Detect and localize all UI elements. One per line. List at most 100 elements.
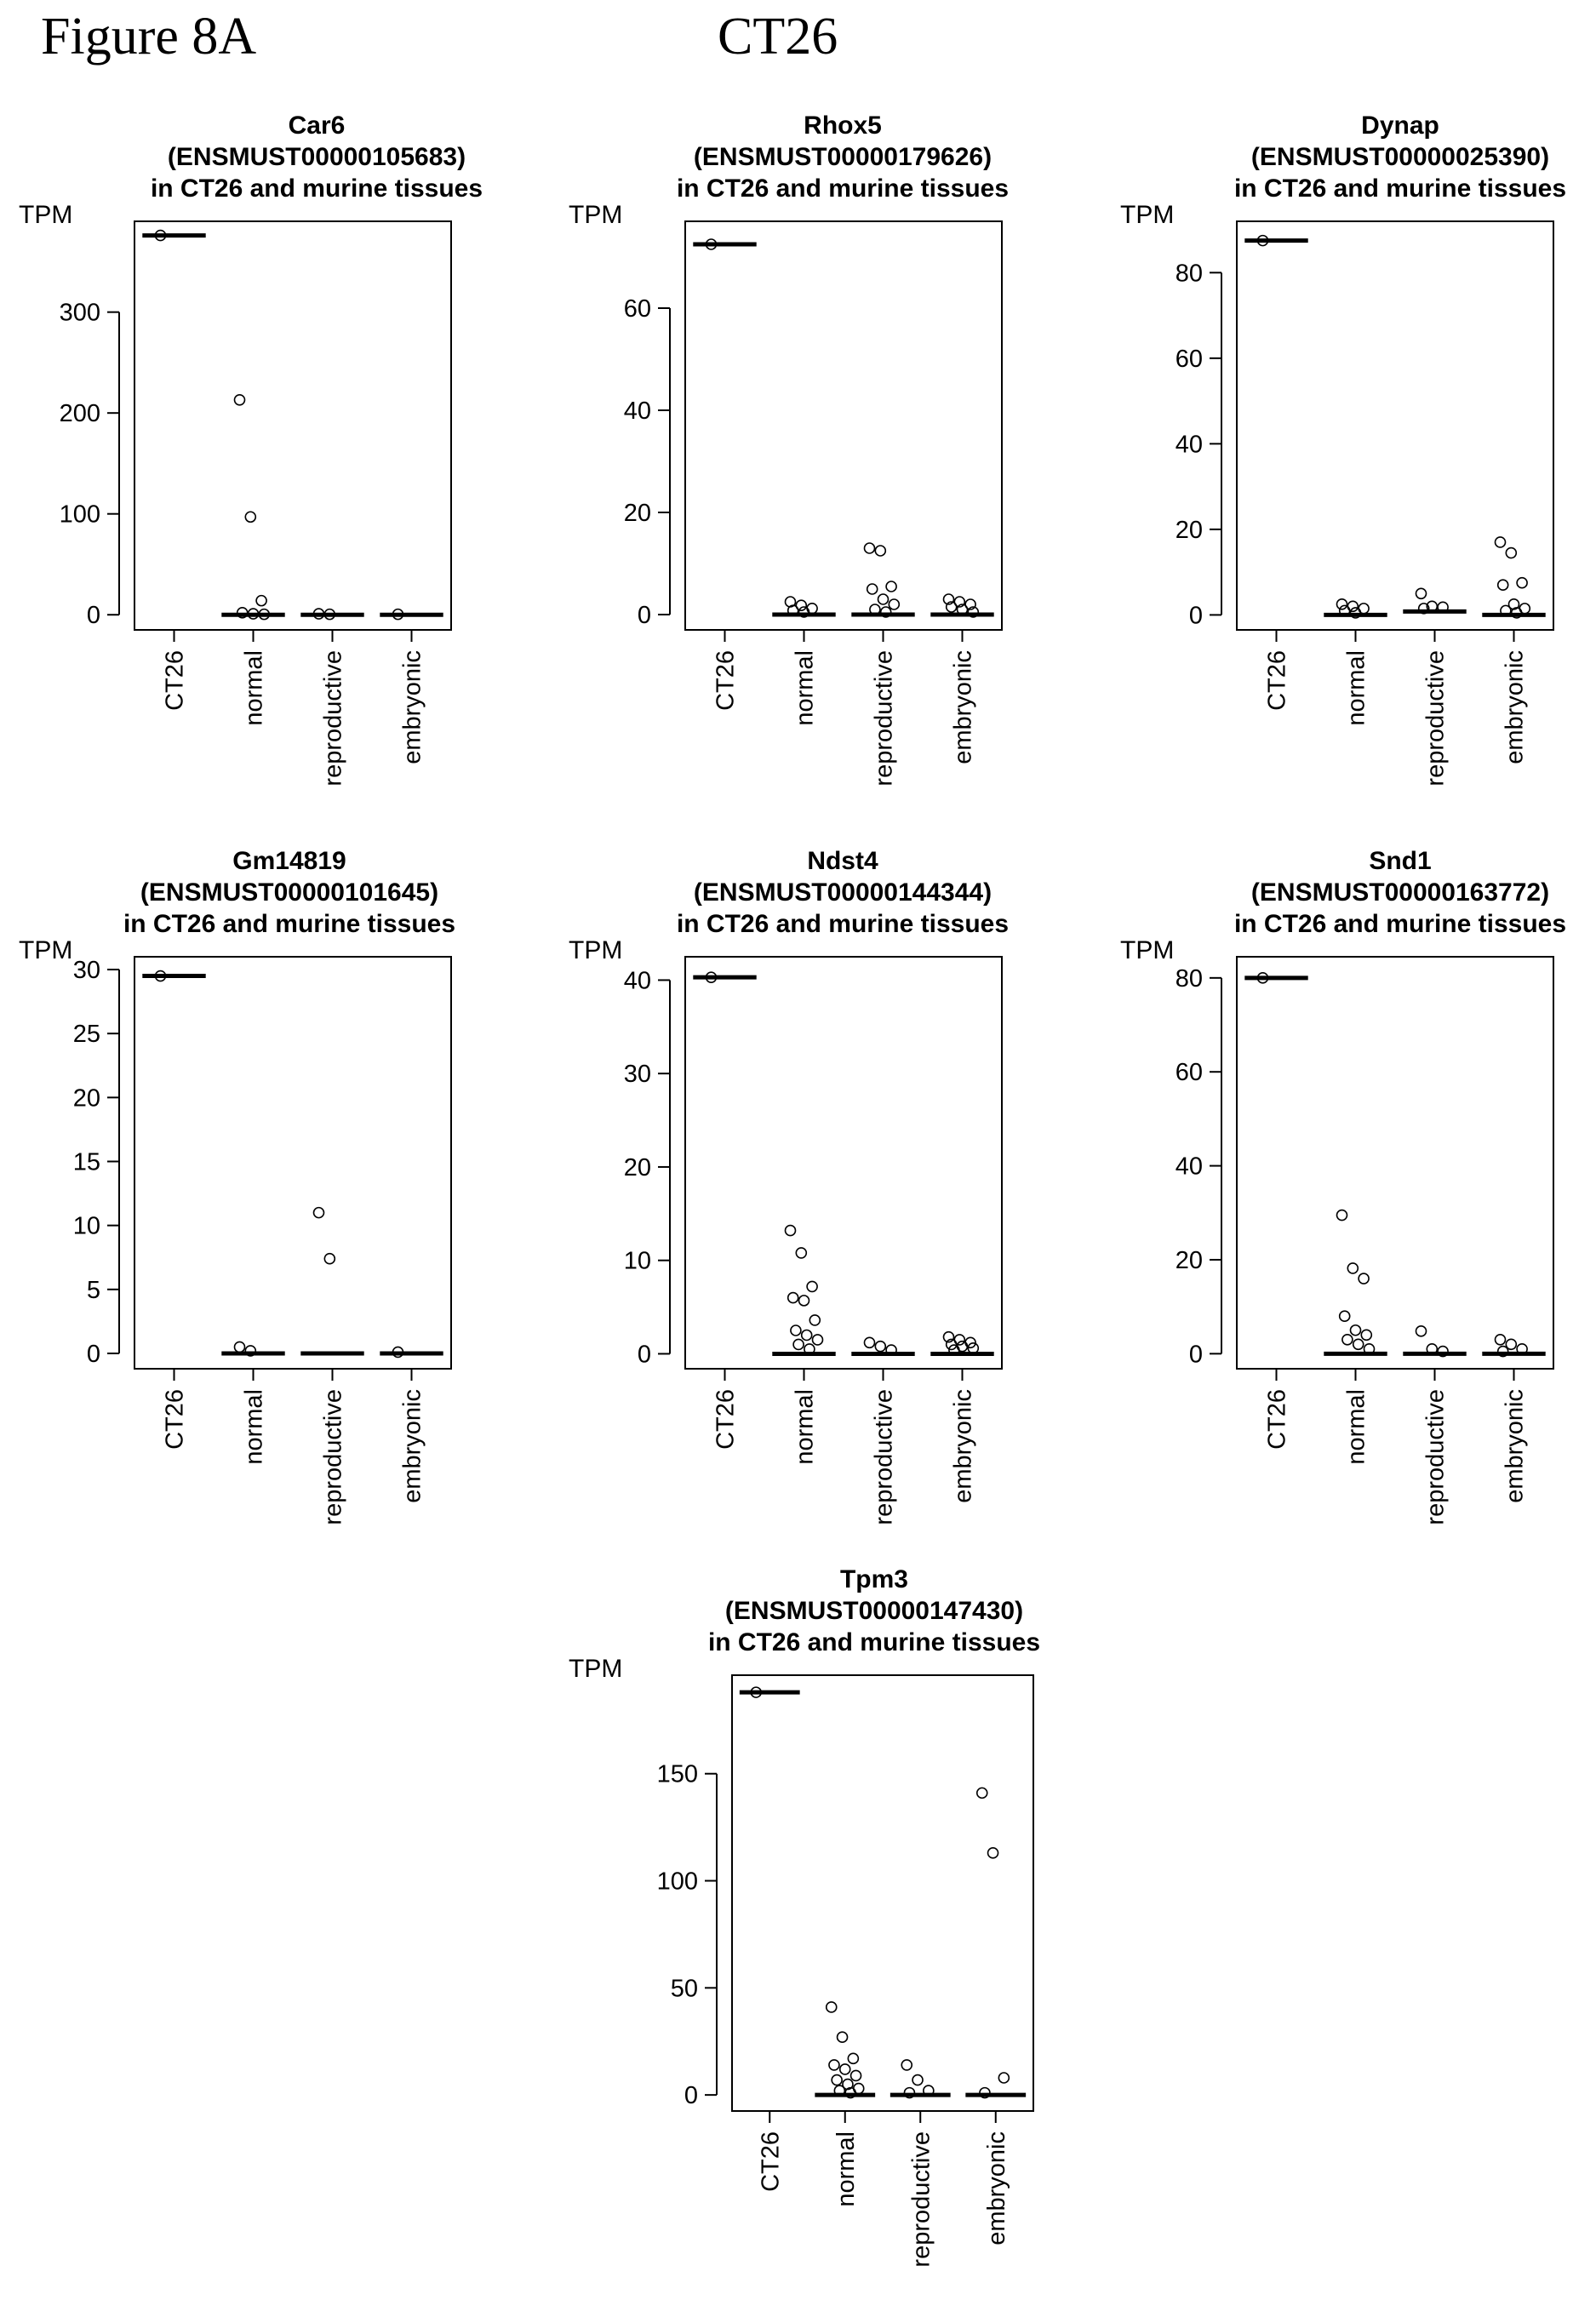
outlier-point — [844, 2086, 856, 2099]
figure-cell-line: CT26 — [718, 8, 838, 66]
y-tick-label: 15 — [73, 1148, 100, 1176]
y-tick-label: 60 — [1176, 346, 1203, 373]
figure-label: Figure 8A — [41, 8, 257, 66]
outlier-point — [154, 970, 167, 982]
panel-title-line: (ENSMUST00000101645) — [140, 878, 438, 907]
x-tick-label: CT26 — [757, 2131, 784, 2192]
y-tick-label: 30 — [73, 957, 100, 984]
outlier-point — [1505, 546, 1518, 559]
outlier-point — [838, 2063, 851, 2075]
y-tick-label: 0 — [87, 602, 100, 629]
outlier-point — [874, 1340, 887, 1353]
outlier-point — [945, 601, 958, 613]
panel-title-line: in CT26 and murine tissues — [1234, 174, 1566, 203]
panel-title-line: Car6 — [289, 112, 346, 140]
outlier-point — [1336, 1209, 1348, 1221]
outlier-point — [1500, 604, 1512, 617]
panel-title-line: (ENSMUST00000105683) — [168, 143, 466, 171]
outlier-point — [1496, 1345, 1509, 1358]
y-tick-label: 0 — [1189, 602, 1203, 629]
outlier-point — [784, 1224, 797, 1237]
outlier-point — [1336, 598, 1348, 610]
outlier-point — [312, 608, 325, 620]
x-tick-label: CT26 — [162, 650, 189, 711]
outlier-point — [885, 1344, 897, 1356]
outlier-point — [874, 545, 887, 557]
x-tick-label: normal — [792, 650, 819, 726]
outlier-point — [888, 598, 901, 610]
x-tick-label: embryonic — [983, 2131, 1010, 2245]
outlier-point — [798, 606, 810, 618]
outlier-point — [1516, 576, 1528, 589]
x-tick-label: CT26 — [712, 650, 740, 711]
plot-frame — [684, 220, 1003, 631]
panel-title-line: (ENSMUST00000025390) — [1251, 143, 1549, 171]
panel-title-line: in CT26 and murine tissues — [708, 1628, 1040, 1656]
y-tick-label: 30 — [624, 1061, 651, 1088]
outlier-point — [790, 1324, 802, 1336]
panel-title-line: (ENSMUST00000179626) — [694, 143, 992, 171]
panel-title-line: in CT26 and murine tissues — [677, 910, 1009, 938]
y-tick-label: 5 — [87, 1277, 100, 1304]
x-tick-label: embryonic — [1502, 650, 1529, 764]
outlier-point — [154, 229, 167, 242]
y-axis-label: TPM — [1120, 201, 1174, 229]
y-tick-label: 100 — [60, 501, 100, 529]
outlier-point — [836, 2031, 849, 2043]
outlier-point — [247, 608, 260, 620]
panel-title-line: Snd1 — [1369, 847, 1431, 875]
x-tick-label: reproductive — [907, 2131, 935, 2268]
outlier-point — [1347, 1262, 1359, 1274]
plot-frame — [731, 1674, 1034, 2112]
outlier-point — [863, 1336, 876, 1349]
outlier-point — [877, 593, 890, 605]
panel-title-line: Tpm3 — [840, 1565, 908, 1593]
outlier-point — [866, 583, 878, 595]
outlier-point — [392, 1346, 404, 1359]
outlier-point — [1363, 1343, 1376, 1355]
plot-frame — [134, 956, 452, 1370]
outlier-point — [1349, 607, 1362, 619]
panel-title-line: in CT26 and murine tissues — [677, 174, 1009, 203]
outlier-point — [800, 1329, 813, 1342]
panel-title-line: (ENSMUST00000163772) — [1251, 878, 1549, 907]
outlier-point — [1426, 600, 1439, 613]
y-tick-label: 20 — [624, 1154, 651, 1181]
x-tick-label: reproductive — [871, 650, 898, 787]
outlier-point — [804, 1343, 815, 1355]
y-tick-label: 40 — [1176, 1153, 1203, 1181]
panel-title-line: (ENSMUST00000144344) — [694, 878, 992, 907]
x-tick-label: normal — [241, 1389, 268, 1465]
outlier-point — [811, 1334, 824, 1346]
y-tick-label: 40 — [624, 967, 651, 994]
outlier-point — [998, 2072, 1010, 2084]
x-tick-label: CT26 — [1264, 1389, 1291, 1450]
outlier-point — [956, 604, 969, 615]
y-tick-label: 300 — [60, 300, 100, 327]
x-tick-label: CT26 — [162, 1389, 189, 1450]
x-tick-label: embryonic — [950, 1389, 977, 1503]
outlier-point — [806, 1280, 818, 1293]
panel-title-line: Gm14819 — [232, 847, 346, 875]
y-tick-label: 100 — [657, 1868, 698, 1896]
outlier-point — [975, 1787, 988, 1799]
y-tick-label: 10 — [73, 1213, 100, 1240]
x-tick-label: embryonic — [399, 1389, 426, 1503]
outlier-point — [901, 2059, 913, 2071]
outlier-point — [945, 1338, 958, 1351]
y-tick-label: 80 — [1176, 965, 1203, 993]
panel-title-line: in CT26 and murine tissues — [151, 174, 483, 203]
outlier-point — [1505, 1338, 1518, 1351]
outlier-point — [750, 1686, 763, 1698]
outlier-point — [1358, 1273, 1370, 1284]
y-axis-label: TPM — [19, 201, 72, 229]
outlier-point — [798, 1295, 810, 1307]
y-tick-label: 60 — [624, 295, 651, 323]
outlier-point — [787, 1291, 799, 1304]
panel-title-line: in CT26 and murine tissues — [123, 910, 455, 938]
outlier-point — [1338, 1310, 1351, 1322]
